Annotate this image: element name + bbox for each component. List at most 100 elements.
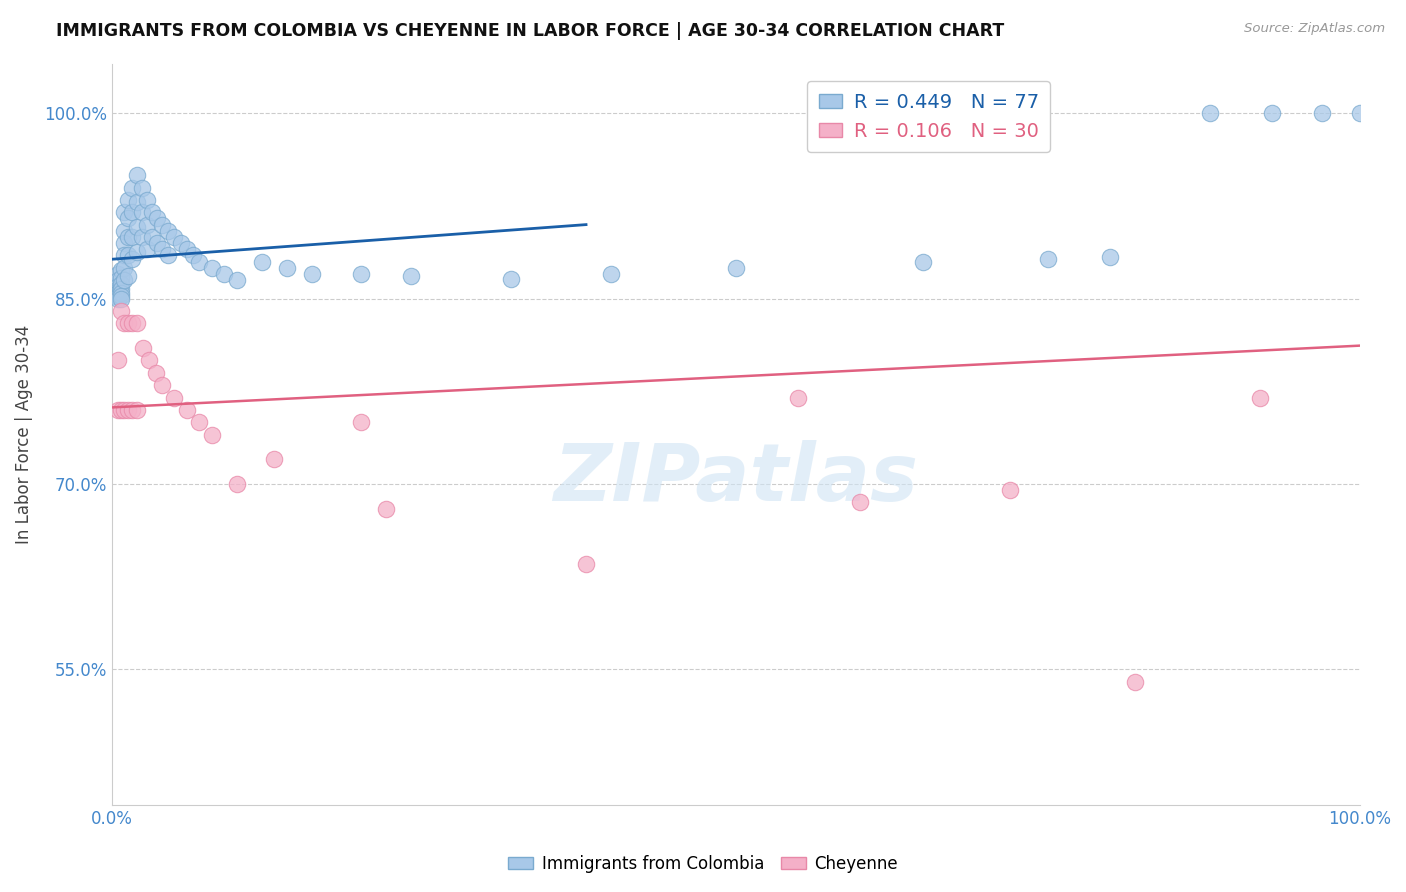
Y-axis label: In Labor Force | Age 30-34: In Labor Force | Age 30-34 <box>15 325 32 544</box>
Point <box>225 273 247 287</box>
Point <box>201 260 224 275</box>
Point <box>114 205 136 219</box>
Point <box>110 402 132 417</box>
Point <box>117 193 139 207</box>
Point <box>1348 106 1371 120</box>
Point <box>125 195 148 210</box>
Point <box>121 252 143 267</box>
Point <box>131 205 153 219</box>
Point <box>114 273 136 287</box>
Point <box>135 218 157 232</box>
Point <box>107 288 129 302</box>
Point <box>181 248 204 262</box>
Point <box>110 263 132 277</box>
Point <box>401 269 423 284</box>
Point <box>724 260 747 275</box>
Text: IMMIGRANTS FROM COLOMBIA VS CHEYENNE IN LABOR FORCE | AGE 30-34 CORRELATION CHAR: IMMIGRANTS FROM COLOMBIA VS CHEYENNE IN … <box>56 22 1004 40</box>
Point <box>121 230 143 244</box>
Point <box>107 267 129 281</box>
Point <box>1036 252 1059 267</box>
Point <box>350 415 373 429</box>
Point <box>114 224 136 238</box>
Point <box>114 260 136 275</box>
Point <box>141 205 163 219</box>
Point <box>201 427 224 442</box>
Point <box>114 402 136 417</box>
Point <box>117 402 139 417</box>
Point <box>163 391 186 405</box>
Point <box>110 292 132 306</box>
Point <box>114 248 136 262</box>
Point <box>787 391 810 405</box>
Point <box>107 273 129 287</box>
Point <box>121 180 143 194</box>
Point <box>107 285 129 299</box>
Point <box>350 267 373 281</box>
Point <box>107 279 129 293</box>
Point <box>1123 674 1146 689</box>
Point <box>138 353 160 368</box>
Point <box>911 254 934 268</box>
Point <box>163 230 186 244</box>
Point <box>121 402 143 417</box>
Point <box>107 289 129 303</box>
Point <box>150 378 173 392</box>
Point <box>125 168 148 182</box>
Point <box>141 230 163 244</box>
Point <box>114 236 136 251</box>
Point <box>107 292 129 306</box>
Point <box>250 254 273 268</box>
Point <box>849 495 872 509</box>
Point <box>998 483 1021 497</box>
Point <box>107 402 129 417</box>
Point <box>575 558 598 572</box>
Point <box>110 285 132 300</box>
Point <box>107 285 129 300</box>
Point <box>125 220 148 235</box>
Point <box>150 243 173 257</box>
Point <box>225 477 247 491</box>
Point <box>110 270 132 285</box>
Point <box>131 230 153 244</box>
Point <box>135 243 157 257</box>
Point <box>125 317 148 331</box>
Point <box>157 248 180 262</box>
Point <box>501 272 523 286</box>
Point <box>107 285 129 300</box>
Point <box>188 254 211 268</box>
Point <box>125 402 148 417</box>
Text: Source: ZipAtlas.com: Source: ZipAtlas.com <box>1244 22 1385 36</box>
Point <box>117 317 139 331</box>
Point <box>146 211 169 226</box>
Point <box>135 193 157 207</box>
Point <box>117 269 139 284</box>
Point <box>1249 391 1271 405</box>
Point <box>117 230 139 244</box>
Point <box>121 205 143 219</box>
Point <box>145 366 167 380</box>
Legend: R = 0.449   N = 77, R = 0.106   N = 30: R = 0.449 N = 77, R = 0.106 N = 30 <box>807 81 1050 153</box>
Point <box>107 285 129 300</box>
Point <box>1198 106 1220 120</box>
Point <box>117 211 139 226</box>
Point <box>107 282 129 296</box>
Point <box>114 317 136 331</box>
Point <box>110 304 132 318</box>
Point <box>132 341 155 355</box>
Point <box>169 236 191 251</box>
Point <box>375 501 398 516</box>
Point <box>157 224 180 238</box>
Point <box>110 282 132 296</box>
Point <box>146 236 169 251</box>
Point <box>121 317 143 331</box>
Point <box>1310 106 1333 120</box>
Point <box>1261 106 1284 120</box>
Point <box>131 180 153 194</box>
Text: ZIPatlas: ZIPatlas <box>553 440 918 518</box>
Point <box>117 248 139 262</box>
Legend: Immigrants from Colombia, Cheyenne: Immigrants from Colombia, Cheyenne <box>502 848 904 880</box>
Point <box>150 218 173 232</box>
Point <box>107 353 129 368</box>
Point <box>176 402 198 417</box>
Point <box>301 267 323 281</box>
